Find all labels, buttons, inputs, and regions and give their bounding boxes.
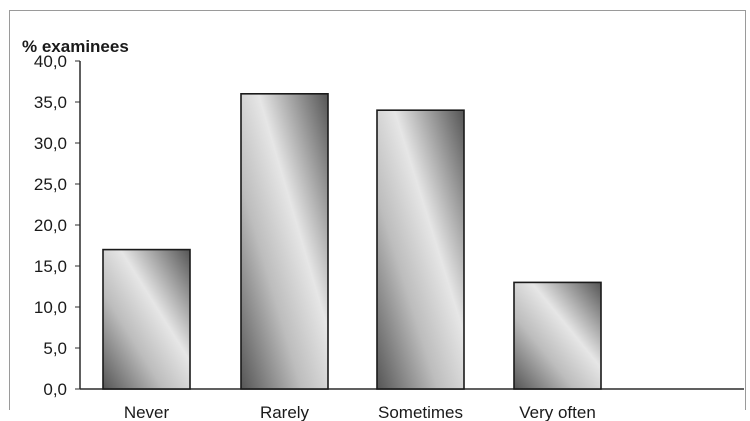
x-tick-label: Never — [124, 403, 170, 421]
y-tick-label: 30,0 — [34, 134, 67, 153]
y-tick-label: 25,0 — [34, 175, 67, 194]
y-axis-title: % examinees — [22, 37, 129, 56]
y-tick-labels: 0,0 5,0 10,0 15,0 20,0 25,0 30,0 35,0 40,0 — [34, 52, 80, 399]
bar-very-often — [513, 281, 602, 390]
y-tick-label: 5,0 — [43, 339, 67, 358]
x-tick-labels: Never Rarely Sometimes Very often — [124, 403, 596, 421]
bar-rarely — [240, 93, 329, 390]
bars — [102, 93, 602, 390]
y-tick-label: 10,0 — [34, 298, 67, 317]
bar-sometimes — [376, 109, 465, 390]
y-tick-label: 0,0 — [43, 380, 67, 399]
bar-never — [102, 248, 191, 390]
x-tick-label: Sometimes — [378, 403, 463, 421]
y-tick-label: 15,0 — [34, 257, 67, 276]
x-tick-label: Very often — [519, 403, 596, 421]
y-tick-label: 40,0 — [34, 52, 67, 71]
y-tick-label: 20,0 — [34, 216, 67, 235]
y-tick-label: 35,0 — [34, 93, 67, 112]
chart-frame — [9, 10, 746, 410]
x-tick-label: Rarely — [260, 403, 310, 421]
